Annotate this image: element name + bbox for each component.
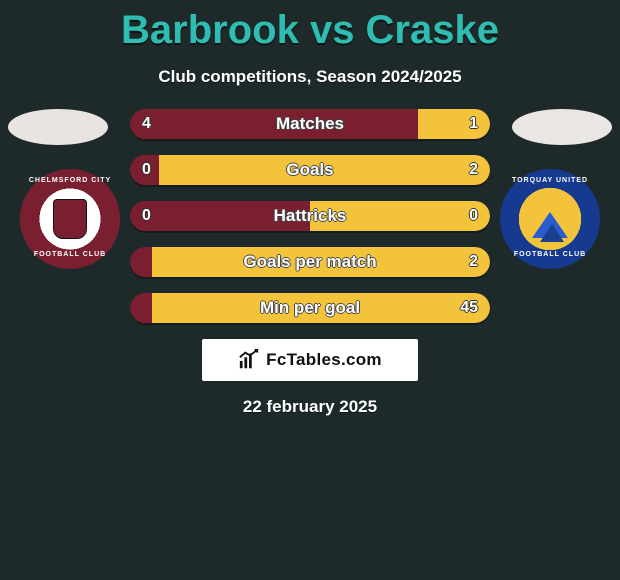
- left-team-ellipse: [8, 109, 108, 145]
- right-crest-text-bottom: FOOTBALL CLUB: [514, 251, 586, 259]
- stat-label: Matches: [130, 109, 490, 139]
- right-crest-text-top: TORQUAY UNITED: [512, 177, 588, 185]
- fctables-logo[interactable]: FcTables.com: [202, 339, 418, 381]
- right-team-crest: TORQUAY UNITED FOOTBALL CLUB: [500, 169, 600, 269]
- comparison-area: CHELMSFORD CITY FOOTBALL CLUB TORQUAY UN…: [0, 109, 620, 323]
- comparison-date: 22 february 2025: [0, 397, 620, 417]
- stat-label: Goals: [130, 155, 490, 185]
- stat-row: 41Matches: [130, 109, 490, 139]
- subtitle: Club competitions, Season 2024/2025: [0, 67, 620, 87]
- right-team-ellipse: [512, 109, 612, 145]
- fctables-logo-text: FcTables.com: [266, 350, 382, 370]
- stat-row: 02Goals: [130, 155, 490, 185]
- stat-row: 2Goals per match: [130, 247, 490, 277]
- left-crest-text-top: CHELMSFORD CITY: [29, 177, 111, 185]
- stat-row: 00Hattricks: [130, 201, 490, 231]
- page-title: Barbrook vs Craske: [0, 0, 620, 53]
- stat-bars: 41Matches 02Goals 00Hattricks 2Goals per ma…: [130, 109, 490, 323]
- left-team-crest: CHELMSFORD CITY FOOTBALL CLUB: [20, 169, 120, 269]
- stat-label: Hattricks: [130, 201, 490, 231]
- stat-label: Goals per match: [130, 247, 490, 277]
- left-crest-shield-icon: [53, 199, 87, 239]
- left-crest-text-bottom: FOOTBALL CLUB: [34, 251, 106, 259]
- stat-row: 45Min per goal: [130, 293, 490, 323]
- right-crest-mountain-icon: [532, 212, 568, 238]
- bar-chart-icon: [238, 349, 260, 371]
- stat-label: Min per goal: [130, 293, 490, 323]
